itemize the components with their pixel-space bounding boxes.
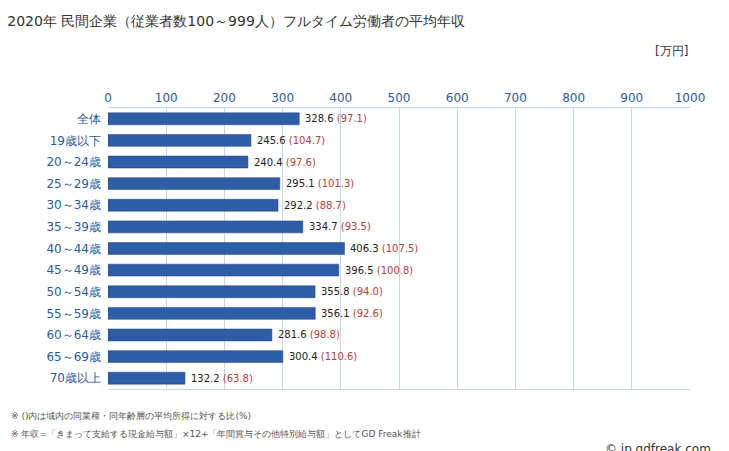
svg-text:100: 100 [155, 91, 178, 105]
svg-text:200: 200 [213, 91, 236, 105]
svg-text:© jp.gdfreak.com: © jp.gdfreak.com [605, 442, 711, 451]
svg-text:45～49歳: 45～49歳 [46, 263, 101, 277]
svg-text:500: 500 [388, 91, 411, 105]
svg-text:292.2 (88.7): 292.2 (88.7) [284, 200, 346, 211]
svg-text:40～44歳: 40～44歳 [46, 242, 101, 256]
svg-text:60～64歳: 60～64歳 [46, 328, 101, 342]
svg-text:20～24歳: 20～24歳 [46, 155, 101, 169]
svg-text:1000: 1000 [675, 91, 706, 105]
svg-text:全体: 全体 [77, 112, 101, 126]
svg-text:355.8 (94.0): 355.8 (94.0) [321, 286, 383, 297]
svg-text:50～54歳: 50～54歳 [46, 285, 101, 299]
svg-text:19歳以下: 19歳以下 [50, 134, 101, 148]
svg-text:0: 0 [104, 91, 112, 105]
svg-text:300.4 (110.6): 300.4 (110.6) [289, 351, 357, 362]
svg-text:800: 800 [562, 91, 585, 105]
svg-text:300: 300 [271, 91, 294, 105]
svg-text:65～69歳: 65～69歳 [46, 350, 101, 364]
svg-text:70歳以上: 70歳以上 [50, 371, 101, 385]
svg-text:132.2 (63.8): 132.2 (63.8) [191, 373, 253, 384]
svg-text:600: 600 [446, 91, 469, 105]
svg-text:356.1 (92.6): 356.1 (92.6) [321, 308, 383, 319]
svg-text:2020年 民間企業（従業者数100～999人）フルタイム労: 2020年 民間企業（従業者数100～999人）フルタイム労働者の平均年収 [7, 13, 465, 29]
svg-text:240.4 (97.6): 240.4 (97.6) [254, 157, 316, 168]
svg-text:334.7 (93.5): 334.7 (93.5) [309, 221, 371, 232]
svg-text:35～39歳: 35～39歳 [46, 220, 101, 234]
svg-text:[万円]: [万円] [655, 44, 688, 58]
svg-text:295.1 (101.3): 295.1 (101.3) [286, 178, 354, 189]
svg-text:328.6 (97.1): 328.6 (97.1) [305, 113, 367, 124]
svg-text:900: 900 [620, 91, 643, 105]
svg-text:※ ()内は域内の同業種・同年齢層の平均所得に対する比(%): ※ ()内は域内の同業種・同年齢層の平均所得に対する比(%) [11, 411, 251, 421]
svg-text:281.6 (98.8): 281.6 (98.8) [278, 329, 340, 340]
svg-text:245.6 (104.7): 245.6 (104.7) [257, 135, 325, 146]
svg-text:400: 400 [329, 91, 352, 105]
svg-text:※ 年収=「きまって支給する現金給与額」×12+「年間賞与そ: ※ 年収=「きまって支給する現金給与額」×12+「年間賞与その他特別給与額」とし… [11, 429, 421, 439]
svg-text:396.5 (100.8): 396.5 (100.8) [345, 265, 413, 276]
svg-text:25～29歳: 25～29歳 [46, 177, 101, 191]
svg-text:55～59歳: 55～59歳 [46, 307, 101, 321]
svg-text:406.3 (107.5): 406.3 (107.5) [350, 243, 418, 254]
svg-text:700: 700 [504, 91, 527, 105]
svg-text:30～34歳: 30～34歳 [46, 198, 101, 212]
